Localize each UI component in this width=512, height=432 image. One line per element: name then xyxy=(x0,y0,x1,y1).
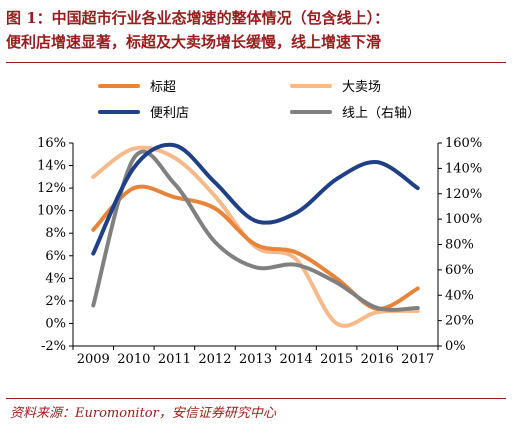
x-tick-label: 2016 xyxy=(361,352,394,367)
source-divider xyxy=(6,398,506,399)
right-tick-label: 40% xyxy=(445,288,474,303)
x-tick-label: 2017 xyxy=(401,352,434,367)
source-note: 资料来源：Euromonitor，安信证券研究中心 xyxy=(10,406,276,421)
figure-title: 图 1：中国超市行业各业态增速的整体情况（包含线上）： 便利店增速显著，标超及大… xyxy=(6,6,506,54)
right-tick-label: 120% xyxy=(445,187,482,202)
left-tick-label: 16% xyxy=(37,136,66,151)
left-tick-label: -2% xyxy=(41,339,66,354)
series-damaichang-line xyxy=(91,145,420,328)
left-tick-label: 10% xyxy=(37,204,66,219)
x-tick-label: 2014 xyxy=(280,352,313,367)
figure-title-line1: 图 1：中国超市行业各业态增速的整体情况（包含线上）： xyxy=(6,9,390,27)
right-tick-label: 100% xyxy=(445,212,482,227)
series-xianshang-line xyxy=(91,149,420,312)
x-tick-label: 2011 xyxy=(158,352,191,367)
left-tick-label: 4% xyxy=(45,271,66,286)
left-tick-label: 6% xyxy=(45,249,66,264)
x-tick-label: 2009 xyxy=(77,352,110,367)
right-tick-label: 20% xyxy=(445,314,474,329)
x-tick-label: 2013 xyxy=(239,352,272,367)
left-tick-label: 12% xyxy=(37,181,66,196)
series-bianlidian-line xyxy=(91,142,420,256)
figure-title-line2: 便利店增速显著，标超及大卖场增长缓慢，线上增速下滑 xyxy=(6,33,382,51)
left-tick-label: 2% xyxy=(45,294,66,309)
left-tick-label: 14% xyxy=(37,159,66,174)
left-tick-label: 0% xyxy=(45,316,66,331)
x-tick-label: 2012 xyxy=(198,352,231,367)
x-tick-label: 2010 xyxy=(117,352,150,367)
line-chart: -2% 0% 2% 4% 6% 8% 10% 12% 14% 16% 0% 20% 40% 60% 80% 1… xyxy=(37,136,482,367)
right-tick-label: 60% xyxy=(445,263,474,278)
right-tick-label: 0% xyxy=(445,339,466,354)
title-divider xyxy=(6,62,506,63)
right-tick-label: 80% xyxy=(445,238,474,253)
right-tick-label: 160% xyxy=(445,136,482,151)
x-tick-label: 2015 xyxy=(320,352,353,367)
left-tick-label: 8% xyxy=(45,226,66,241)
right-tick-label: 140% xyxy=(445,161,482,176)
